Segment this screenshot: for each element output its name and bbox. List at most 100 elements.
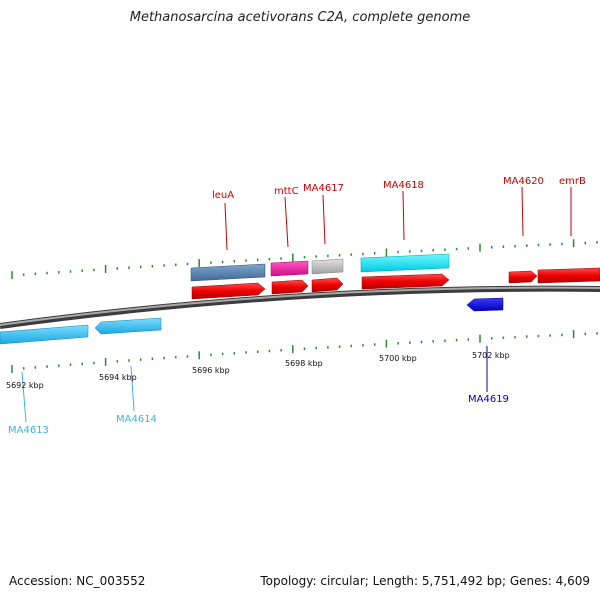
inner-tick-mark: [537, 334, 540, 338]
leader-line-MA4620: [521, 186, 524, 237]
outer-tick-mark: [151, 264, 154, 268]
leader-line-mttC: [284, 196, 289, 248]
scale-tick-label: 5702 kbp: [472, 351, 510, 360]
scale-tick-label: 5698 kbp: [285, 359, 323, 368]
outer-tick-mark: [327, 254, 329, 258]
gene-label-MA4614[interactable]: MA4614: [116, 414, 157, 425]
outer-tick-mark: [502, 245, 505, 249]
inner-tick-mark: [198, 351, 200, 360]
outer-tick-mark: [245, 259, 247, 262]
outer-tick-mark: [584, 241, 587, 245]
outer-tick-mark: [256, 258, 259, 262]
inner-tick-mark: [186, 355, 189, 358]
inner-tick-mark: [490, 337, 493, 340]
leader-line-MA4613: [21, 371, 27, 423]
outer-tick-mark: [537, 243, 540, 247]
inner-tick-mark: [549, 334, 551, 337]
gene-label-emrB[interactable]: emrB: [559, 176, 586, 187]
leuA-cds-arrow[interactable]: [191, 282, 266, 300]
outer-tick-mark: [58, 271, 60, 274]
inner-tick-mark: [432, 340, 434, 343]
outer-tick-mark: [444, 248, 446, 251]
outer-tick-mark: [280, 257, 282, 260]
inner-tick-mark: [561, 333, 563, 337]
genome-stats-text: Topology: circular; Length: 5,751,492 bp…: [260, 574, 590, 588]
outer-tick-mark: [116, 267, 119, 270]
gene-label-MA4620[interactable]: MA4620: [503, 176, 544, 187]
inner-tick-mark: [502, 336, 505, 339]
inner-tick-mark: [22, 367, 25, 370]
outer-tick-mark: [572, 239, 575, 248]
MA4619-cds-arrow[interactable]: [466, 297, 504, 312]
gene-labels: leuA mttC MA4617 MA4618 MA4620 emrB MA46…: [8, 176, 586, 436]
outer-tick-mark: [467, 247, 470, 250]
inner-tick-mark: [350, 344, 353, 348]
inner-tick-mark: [93, 361, 95, 365]
outer-feature-ring: [190, 253, 450, 282]
outer-tick-mark: [420, 249, 423, 253]
inner-tick-mark: [338, 345, 341, 348]
inner-tick-mark: [526, 335, 528, 338]
outer-tick-mark: [221, 260, 224, 264]
outer-tick-mark: [175, 263, 177, 267]
inner-tick-mark: [479, 334, 481, 343]
gene-label-MA4618[interactable]: MA4618: [383, 180, 424, 191]
inner-tick-mark: [409, 341, 411, 344]
outer-tick-mark: [104, 264, 107, 273]
inner-tick-mark: [58, 364, 60, 367]
leuA-feature-block[interactable]: [190, 263, 266, 282]
outer-tick-mark: [46, 271, 48, 275]
map-title: Methanosarcina acetivorans C2A, complete…: [129, 10, 471, 25]
reverse-cds-row: [0, 297, 504, 345]
MA4613-cds-arrow[interactable]: [0, 324, 89, 345]
inner-tick-mark: [245, 351, 247, 354]
mttC-feature-block[interactable]: [270, 260, 309, 277]
inner-tick-mark: [128, 359, 130, 362]
leader-line-MA4618: [402, 190, 405, 241]
gene-label-MA4617[interactable]: MA4617: [303, 183, 344, 194]
inner-tick-mark: [596, 332, 598, 335]
MA4618-feature-block[interactable]: [360, 253, 450, 273]
outer-tick-mark: [93, 268, 95, 272]
inner-tick-mark: [467, 338, 470, 341]
MA4618-cds-arrow[interactable]: [361, 273, 450, 290]
label-leader-lines: [21, 186, 572, 423]
outer-tick-mark: [198, 259, 200, 268]
outer-tick-mark: [11, 271, 13, 280]
inner-tick-mark: [584, 332, 587, 336]
outer-tick-mark: [69, 270, 72, 273]
gene-label-mttC[interactable]: mttC: [274, 186, 299, 197]
inner-tick-mark: [46, 365, 48, 368]
inner-tick-mark: [268, 349, 271, 353]
inner-tick-mark: [385, 339, 388, 348]
gene-label-MA4619[interactable]: MA4619: [468, 394, 509, 405]
MA4620-cds-arrow[interactable]: [508, 270, 538, 284]
inner-tick-mark: [233, 351, 236, 355]
MA4617-cds-arrow[interactable]: [311, 277, 344, 293]
MA4614-cds-arrow[interactable]: [94, 317, 162, 335]
gene-label-leuA[interactable]: leuA: [212, 190, 234, 201]
inner-tick-mark: [256, 350, 259, 353]
scale-tick-label: 5696 kbp: [192, 366, 230, 375]
outer-tick-mark: [268, 257, 271, 261]
emrB-cds-arrow[interactable]: [537, 267, 600, 284]
inner-tick-mark: [104, 357, 107, 366]
accession-text: Accession: NC_003552: [9, 574, 146, 588]
inner-tick-mark: [572, 330, 575, 339]
outer-tick-mark: [233, 260, 236, 263]
inner-tick-row: [11, 330, 598, 374]
inner-tick-mark: [327, 346, 329, 349]
inner-tick-mark: [11, 365, 13, 374]
mttC-cds-arrow[interactable]: [271, 279, 309, 295]
inner-tick-mark: [210, 353, 212, 357]
scale-tick-label: 5694 kbp: [99, 373, 137, 382]
outer-tick-mark: [490, 246, 493, 249]
inner-tick-mark: [163, 356, 165, 360]
inner-tick-mark: [116, 360, 119, 363]
outer-tick-mark: [139, 265, 142, 269]
inner-tick-mark: [455, 338, 458, 342]
MA4617-feature-block[interactable]: [311, 258, 344, 275]
outer-tick-mark: [34, 272, 37, 276]
outer-tick-row: [11, 239, 598, 280]
gene-label-MA4613[interactable]: MA4613: [8, 425, 49, 436]
